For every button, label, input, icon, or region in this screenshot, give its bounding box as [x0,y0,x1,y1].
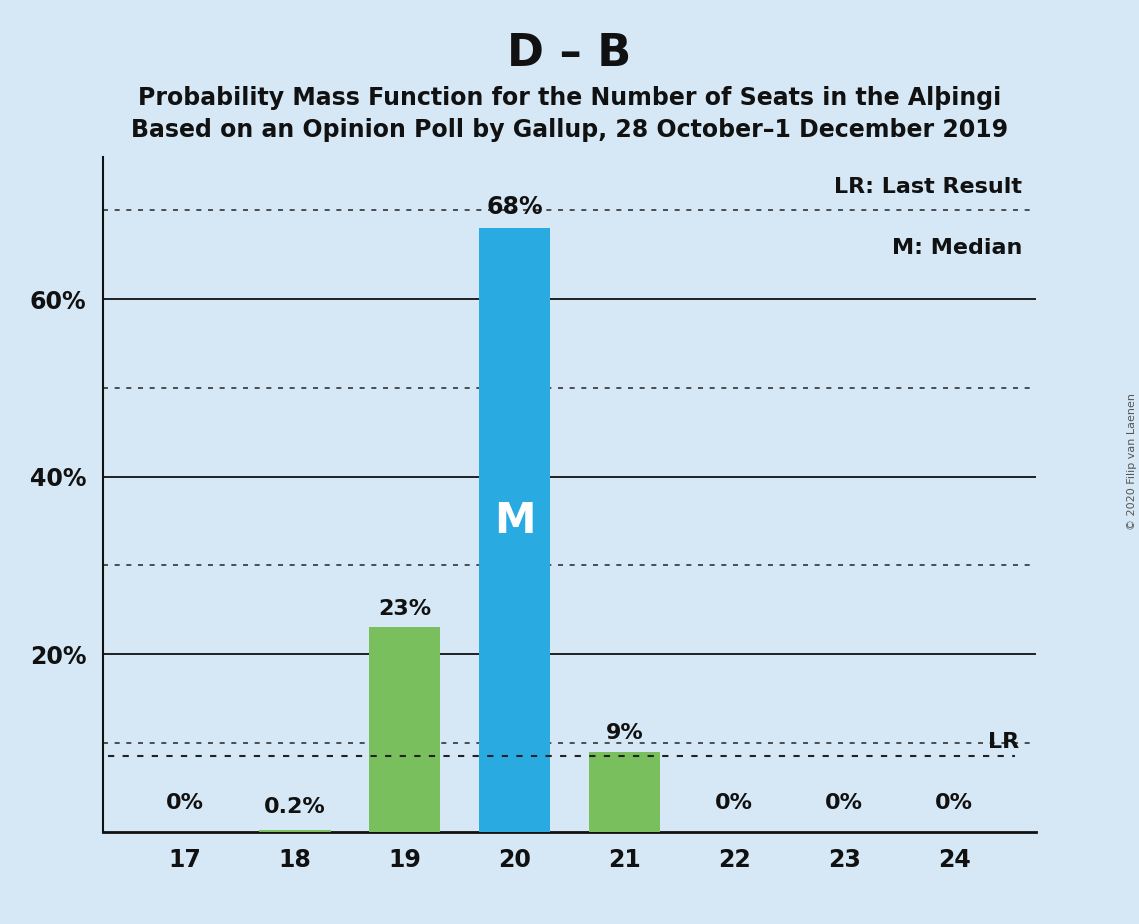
Text: M: Median: M: Median [892,238,1023,258]
Text: 68%: 68% [486,195,543,219]
Text: 23%: 23% [378,599,432,618]
Text: Probability Mass Function for the Number of Seats in the Alþingi: Probability Mass Function for the Number… [138,86,1001,110]
Text: 0%: 0% [935,793,973,813]
Text: LR: Last Result: LR: Last Result [835,177,1023,198]
Bar [369,627,441,832]
Text: 0%: 0% [166,793,204,813]
Text: LR: LR [988,732,1019,752]
Text: 9%: 9% [606,723,644,743]
Text: D – B: D – B [507,32,632,76]
Text: 0%: 0% [825,793,863,813]
Bar [589,752,661,832]
Text: 0%: 0% [715,793,753,813]
Text: © 2020 Filip van Laenen: © 2020 Filip van Laenen [1126,394,1137,530]
Bar [259,830,330,832]
Text: Based on an Opinion Poll by Gallup, 28 October–1 December 2019: Based on an Opinion Poll by Gallup, 28 O… [131,118,1008,142]
Bar [478,228,550,832]
Text: 0.2%: 0.2% [264,796,326,817]
Text: M: M [494,500,535,542]
